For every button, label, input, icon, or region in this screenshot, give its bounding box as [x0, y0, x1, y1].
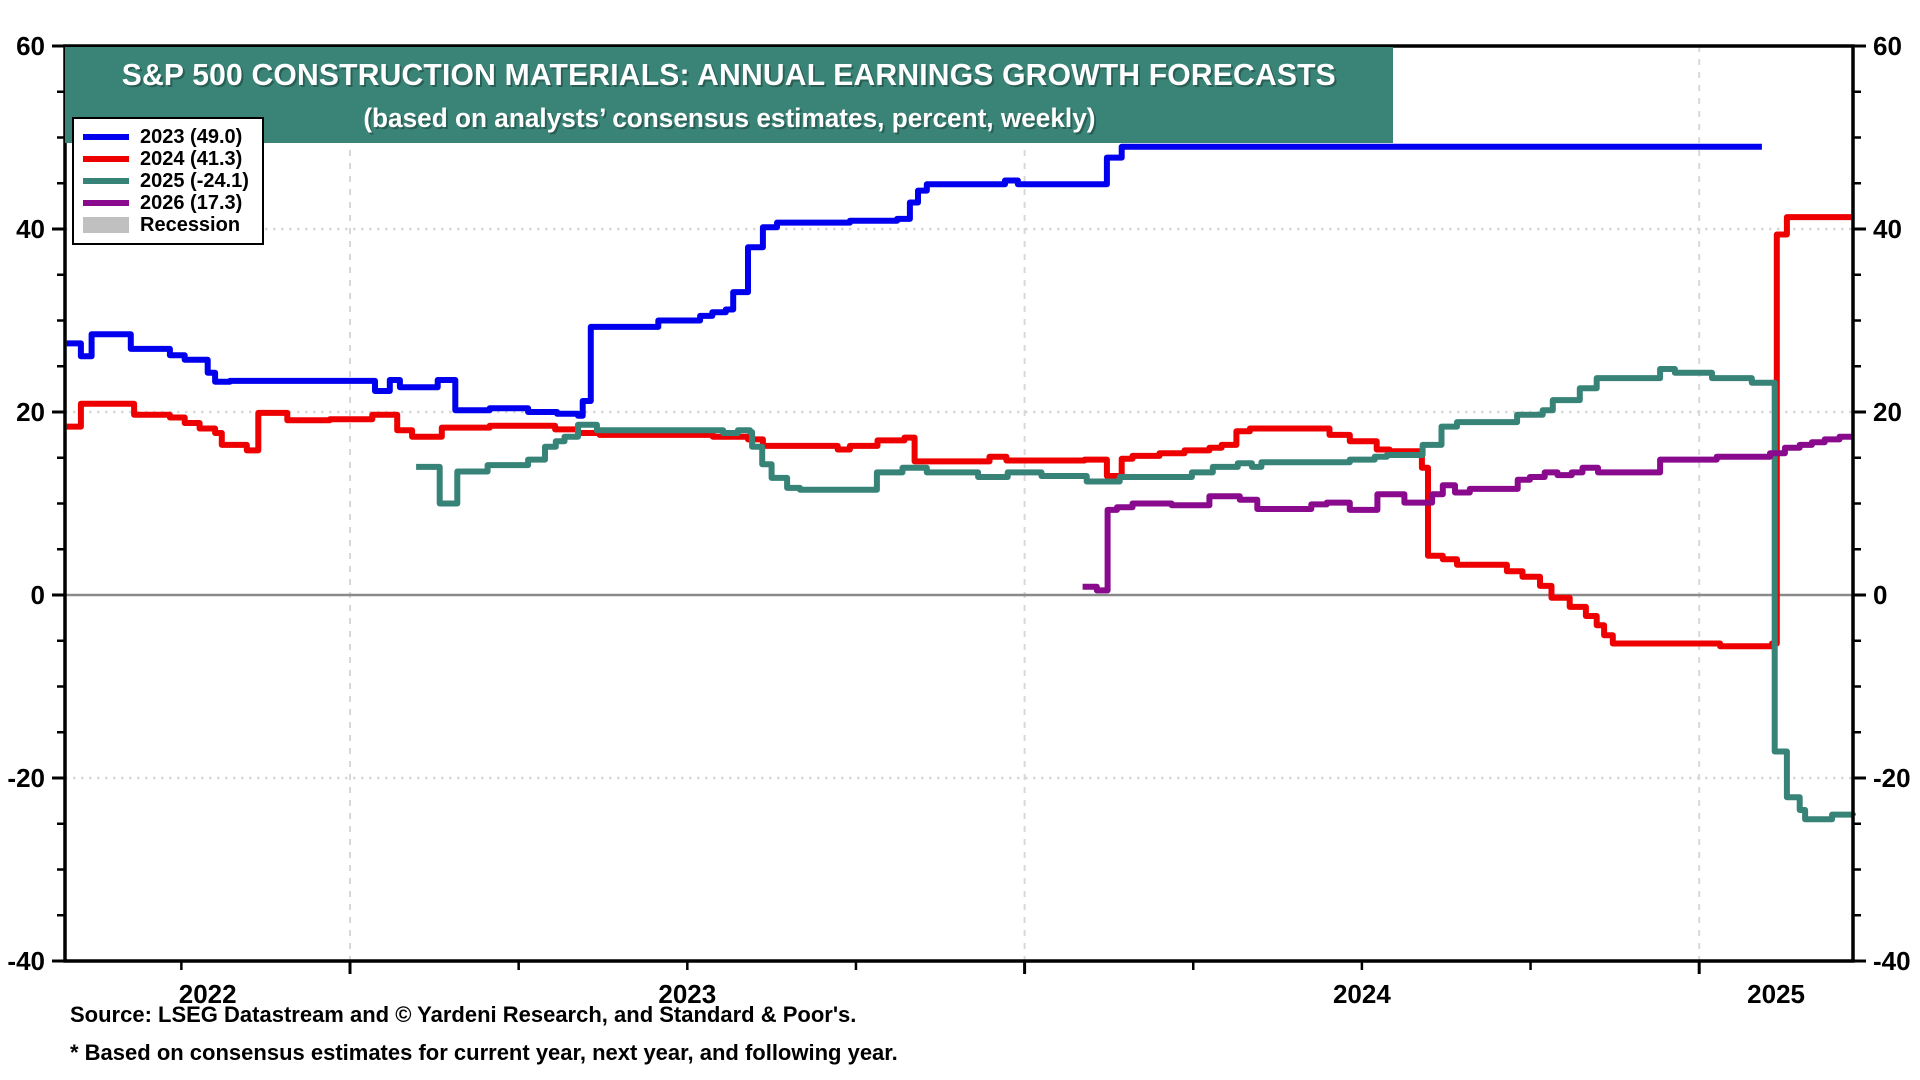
x-axis-label-2024: 2024 [1333, 979, 1391, 1009]
legend-label-2024: 2024 (41.3) [140, 148, 243, 170]
y-axis-label-left-20: 20 [16, 397, 45, 427]
legend-label-recession: Recession [140, 214, 241, 236]
source-text: Source: LSEG Datastream and © Yardeni Re… [70, 1002, 857, 1027]
chart-title: S&P 500 CONSTRUCTION MATERIALS: ANNUAL E… [121, 56, 1337, 92]
legend-item-recession: Recession [83, 214, 252, 236]
legend-box: 2023 (49.0) 2024 (41.3) 2025 (-24.1) 202… [72, 117, 264, 245]
footnote-text: * Based on consensus estimates for curre… [70, 1040, 898, 1065]
y-axis-label-left--40: -40 [7, 946, 45, 976]
y-axis-label-right--40: -40 [1873, 946, 1911, 976]
legend-swatch-2025 [83, 178, 129, 184]
legend-item-2025: 2025 (-24.1) [83, 170, 252, 192]
y-axis-label-right-40: 40 [1873, 214, 1902, 244]
y-axis-label-right-60: 60 [1873, 31, 1902, 61]
legend-label-2025: 2025 (-24.1) [140, 170, 249, 192]
y-axis-label-right-20: 20 [1873, 397, 1902, 427]
x-axis-label-2022: 2022 [179, 979, 237, 1009]
series-2026-line [1082, 433, 1853, 594]
legend-item-2024: 2024 (41.3) [83, 148, 252, 170]
y-axis-label-left-40: 40 [16, 214, 45, 244]
legend-label-2026: 2026 (17.3) [140, 192, 243, 214]
legend-item-2026: 2026 (17.3) [83, 192, 252, 214]
chart-subtitle: (based on analysts’ consensus estimates,… [362, 102, 1096, 133]
series-2025-line [416, 366, 1856, 823]
y-axis-label-left-0: 0 [31, 580, 45, 610]
legend-item-2023: 2023 (49.0) [83, 126, 252, 148]
y-axis-label-right-0: 0 [1873, 580, 1887, 610]
legend-label-2023: 2023 (49.0) [140, 126, 243, 148]
series-2024-line [66, 214, 1853, 650]
series-2023-line [66, 143, 1762, 419]
y-axis-label-left-60: 60 [16, 31, 45, 61]
y-axis-label-left--20: -20 [7, 763, 45, 793]
x-axis-label-2025: 2025 [1747, 979, 1805, 1009]
legend-swatch-2024 [83, 156, 129, 162]
legend-swatch-2026 [83, 200, 129, 206]
x-axis-label-2023: 2023 [658, 979, 716, 1009]
legend-swatch-2023 [83, 134, 129, 140]
title-banner: S&P 500 CONSTRUCTION MATERIALS: ANNUAL E… [65, 47, 1393, 143]
y-axis-label-right--20: -20 [1873, 763, 1911, 793]
legend-swatch-recession [83, 217, 129, 233]
